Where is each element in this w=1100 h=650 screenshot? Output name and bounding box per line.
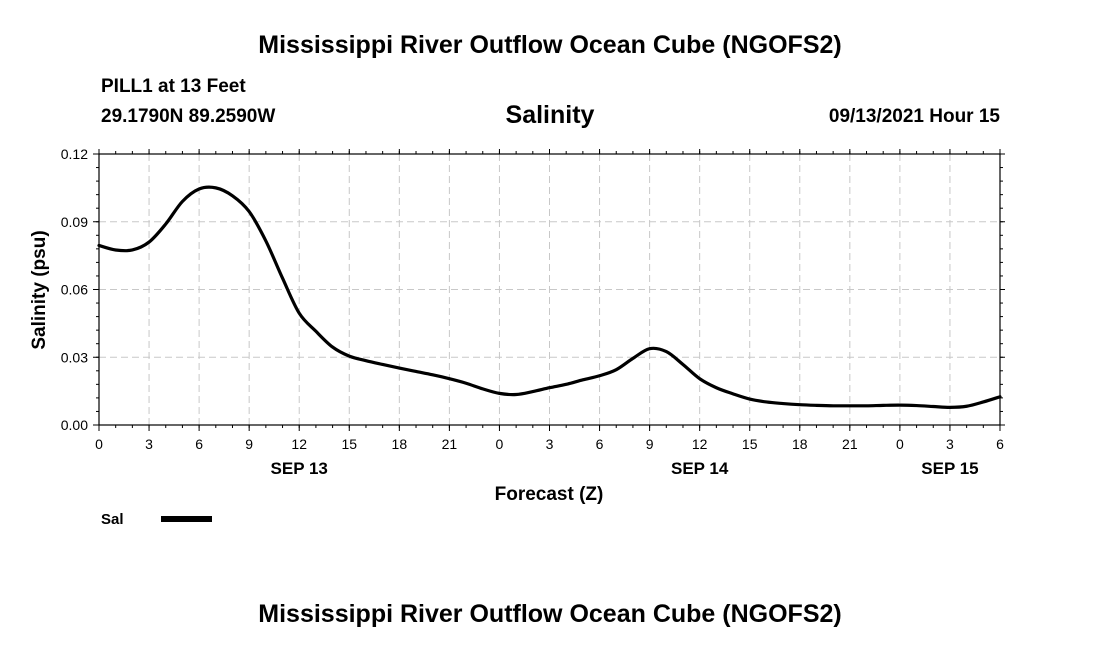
x-tick-label: 6 [195, 436, 203, 452]
grid [99, 154, 1000, 425]
forecast-run-time: 09/13/2021 Hour 15 [828, 106, 1000, 127]
x-tick-label: 0 [496, 436, 504, 452]
x-tick-label: 0 [95, 436, 103, 452]
x-tick-label: 15 [742, 436, 758, 452]
x-tick-label: 21 [442, 436, 458, 452]
x-axis-title: Forecast (Z) [495, 484, 604, 505]
x-tick-label: 15 [341, 436, 357, 452]
series-line-sal [97, 185, 1002, 409]
x-tick-label: 6 [596, 436, 604, 452]
x-tick-label: 3 [546, 436, 554, 452]
x-tick-label: 3 [946, 436, 954, 452]
x-tick-label: 9 [245, 436, 253, 452]
x-tick-label: 21 [842, 436, 858, 452]
y-tick-label: 0.06 [61, 282, 88, 298]
variable-title: Salinity [505, 101, 595, 129]
x-tick-label: 18 [792, 436, 808, 452]
chart-title: Mississippi River Outflow Ocean Cube (NG… [258, 31, 842, 59]
axis-labels: 0.00 0.03 0.06 0.09 0.12 0 3 6 9 12 15 18 21 0 3 6 9 12 15… [61, 146, 1004, 478]
x-tick-label: 0 [896, 436, 904, 452]
x-tick-label: 12 [291, 436, 307, 452]
station-name: PILL1 at 13 Feet [101, 76, 246, 97]
date-label: SEP 13 [271, 459, 328, 478]
footer-title: Mississippi River Outflow Ocean Cube (NG… [258, 600, 842, 628]
legend-label: Sal [101, 511, 124, 528]
x-tick-label: 12 [692, 436, 708, 452]
date-label: SEP 15 [921, 459, 978, 478]
series-layer [97, 185, 1002, 409]
plot-frame [98, 153, 1001, 426]
x-tick-label: 3 [145, 436, 153, 452]
station-coordinates: 29.1790N 89.2590W [101, 106, 276, 127]
y-tick-label: 0.12 [61, 146, 88, 162]
y-tick-label: 0.03 [61, 349, 88, 365]
y-tick-label: 0.09 [61, 214, 88, 230]
date-label: SEP 14 [671, 459, 729, 478]
legend: Sal [101, 511, 212, 528]
y-tick-label: 0.00 [61, 417, 88, 433]
y-axis-title: Salinity (psu) [29, 230, 50, 349]
x-tick-label: 6 [996, 436, 1004, 452]
x-tick-label: 9 [646, 436, 654, 452]
x-tick-label: 18 [392, 436, 408, 452]
